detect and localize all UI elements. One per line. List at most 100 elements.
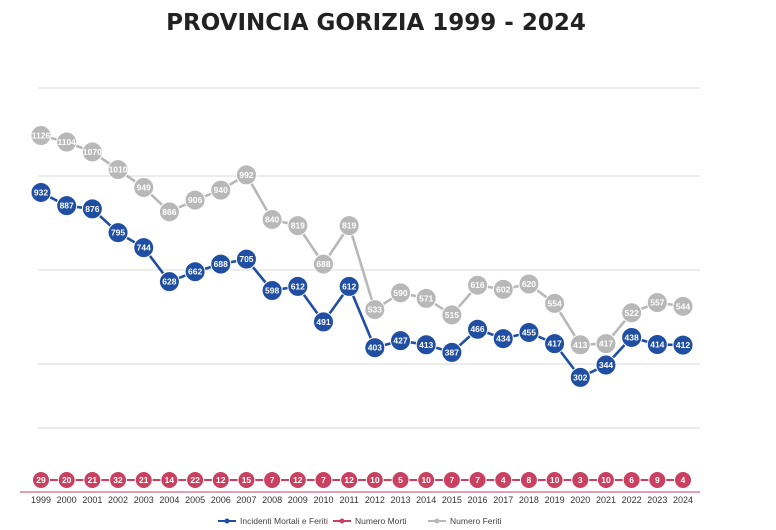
data-label-2-3: 1010 — [109, 165, 128, 175]
data-label-2-17: 616 — [470, 280, 484, 290]
data-label-2-16: 515 — [445, 310, 459, 320]
data-label-1-25: 4 — [681, 475, 686, 485]
x-tick-label-12: 2011 — [339, 495, 358, 505]
data-label-0-6: 662 — [188, 267, 202, 277]
legend-marker-1 — [339, 518, 345, 524]
data-point-0-15 — [415, 334, 437, 356]
data-label-2-0: 1126 — [32, 131, 51, 141]
data-label-0-3: 795 — [111, 228, 125, 238]
x-tick-label-8: 2007 — [236, 495, 256, 505]
data-point-2-20 — [544, 292, 566, 314]
data-point-2-1 — [56, 131, 78, 153]
x-tick-label-23: 2022 — [622, 495, 642, 505]
data-point-1-16 — [442, 471, 461, 489]
data-point-1-5 — [160, 471, 179, 489]
data-label-1-14: 5 — [398, 475, 403, 485]
x-tick-label-16: 2015 — [442, 495, 462, 505]
data-point-2-5 — [158, 201, 180, 223]
x-tick-label-11: 2010 — [313, 495, 333, 505]
data-label-2-13: 533 — [368, 305, 382, 315]
data-point-1-20 — [545, 471, 564, 489]
data-label-0-7: 688 — [214, 259, 228, 269]
data-point-2-7 — [210, 179, 232, 201]
data-point-0-7 — [210, 253, 232, 275]
x-tick-label-21: 2020 — [570, 495, 590, 505]
data-label-1-8: 15 — [242, 475, 252, 485]
data-label-0-9: 598 — [265, 285, 279, 295]
x-tick-label-2: 2001 — [82, 495, 102, 505]
data-point-1-19 — [519, 471, 538, 489]
data-point-2-3 — [107, 159, 129, 181]
data-label-1-1: 20 — [62, 475, 72, 485]
data-point-1-8 — [237, 471, 256, 489]
data-point-0-22 — [595, 354, 617, 376]
legend-label-1: Numero Morti — [355, 516, 407, 526]
data-point-0-13 — [364, 337, 386, 359]
data-point-2-19 — [518, 273, 540, 295]
data-label-0-21: 302 — [573, 372, 587, 382]
data-label-0-5: 628 — [162, 277, 176, 287]
data-point-2-25 — [672, 295, 694, 317]
data-label-0-16: 387 — [445, 347, 459, 357]
data-point-2-23 — [621, 302, 643, 324]
data-point-2-18 — [492, 278, 514, 300]
data-point-2-14 — [390, 282, 412, 304]
gridlines — [20, 87, 700, 493]
data-point-0-9 — [261, 279, 283, 301]
data-label-1-21: 3 — [578, 475, 583, 485]
data-label-1-2: 21 — [88, 475, 98, 485]
data-point-1-6 — [186, 471, 205, 489]
x-tick-label-25: 2024 — [673, 495, 693, 505]
data-label-0-19: 455 — [522, 327, 536, 337]
data-point-0-3 — [107, 222, 129, 244]
data-label-1-3: 32 — [113, 475, 123, 485]
data-point-2-9 — [261, 208, 283, 230]
data-point-1-12 — [340, 471, 359, 489]
data-label-1-20: 10 — [550, 475, 560, 485]
data-label-1-9: 7 — [270, 475, 275, 485]
data-label-1-22: 10 — [601, 475, 611, 485]
data-point-2-10 — [287, 215, 309, 237]
x-tick-label-5: 2004 — [159, 495, 179, 505]
data-label-1-4: 21 — [139, 475, 149, 485]
data-label-2-6: 906 — [188, 195, 202, 205]
data-point-1-22 — [596, 471, 615, 489]
x-tick-label-18: 2017 — [493, 495, 513, 505]
data-point-2-0 — [30, 125, 52, 147]
data-point-0-6 — [184, 261, 206, 283]
data-point-2-15 — [415, 287, 437, 309]
data-point-2-24 — [646, 292, 668, 314]
data-point-0-12 — [338, 275, 360, 297]
data-label-0-8: 705 — [239, 254, 253, 264]
data-label-2-14: 590 — [393, 288, 407, 298]
data-label-2-20: 554 — [548, 298, 562, 308]
data-label-0-17: 466 — [470, 324, 484, 334]
data-point-1-15 — [417, 471, 436, 489]
data-point-1-13 — [365, 471, 384, 489]
data-label-1-12: 12 — [344, 475, 354, 485]
x-tick-label-9: 2008 — [262, 495, 282, 505]
data-point-1-1 — [57, 471, 76, 489]
data-point-0-11 — [312, 311, 334, 333]
data-point-0-5 — [158, 271, 180, 293]
data-label-2-18: 602 — [496, 284, 510, 294]
data-label-0-22: 344 — [599, 360, 613, 370]
data-point-1-4 — [134, 471, 153, 489]
data-point-1-7 — [211, 471, 230, 489]
data-label-2-9: 840 — [265, 214, 279, 224]
data-point-0-24 — [646, 333, 668, 355]
data-point-2-16 — [441, 304, 463, 326]
data-label-0-25: 412 — [676, 340, 690, 350]
data-label-1-17: 7 — [475, 475, 480, 485]
data-label-0-14: 427 — [393, 336, 407, 346]
data-label-1-13: 10 — [370, 475, 380, 485]
x-tick-label-17: 2016 — [468, 495, 488, 505]
data-label-1-11: 7 — [321, 475, 326, 485]
data-label-0-18: 434 — [496, 334, 510, 344]
data-label-1-0: 29 — [36, 475, 46, 485]
data-point-1-14 — [391, 471, 410, 489]
x-tick-label-10: 2009 — [288, 495, 308, 505]
chart-title: PROVINCIA GORIZIA 1999 - 2024 — [166, 10, 586, 36]
data-point-0-21 — [569, 366, 591, 388]
